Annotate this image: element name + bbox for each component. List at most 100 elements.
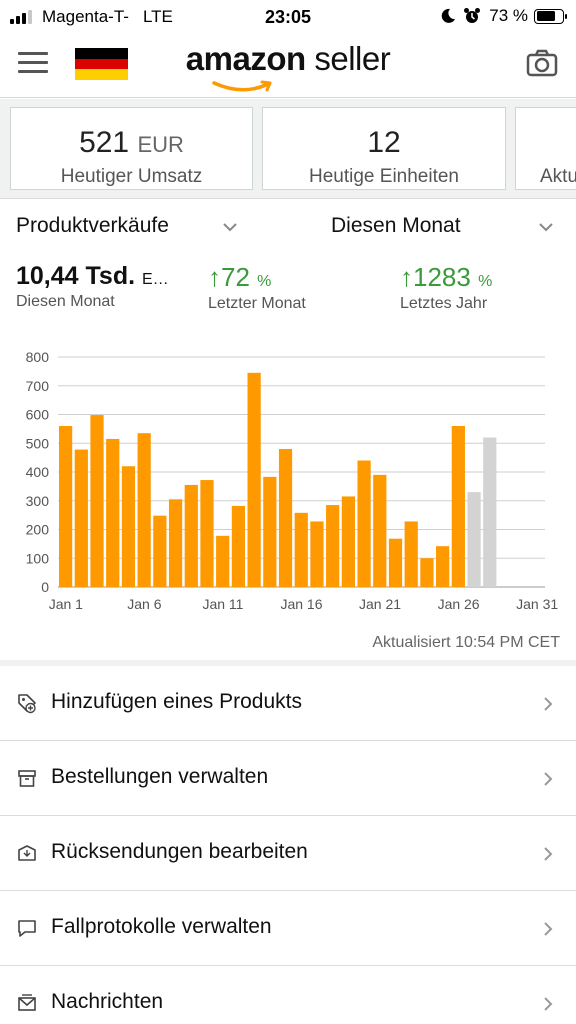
y-tick-label: 500	[26, 435, 50, 451]
chevron-right-icon	[544, 847, 553, 861]
bar	[341, 496, 355, 587]
menu-item-label: Fallprotokolle verwalten	[51, 915, 272, 938]
x-tick-label: Jan 21	[359, 596, 401, 612]
germany-flag-icon[interactable]	[75, 48, 128, 80]
bar	[404, 521, 418, 587]
y-tick-label: 400	[26, 464, 50, 480]
arrow-up-icon: ↑	[208, 262, 221, 292]
bar	[373, 474, 387, 587]
bar	[137, 433, 151, 587]
moon-icon	[441, 8, 456, 23]
bar	[278, 449, 293, 587]
card-label: Heutiger Umsatz	[60, 166, 203, 187]
x-tick-label: Jan 16	[280, 596, 322, 612]
bar	[294, 512, 308, 587]
chevron-down-icon[interactable]	[223, 220, 237, 234]
sales-bar-chart[interactable]: 0 100 200 300 400 500 600 700 800 Jan 1 Jan 6 Jan 1…	[0, 340, 576, 620]
app-header: amazon seller	[0, 34, 576, 98]
change-value: 72	[221, 262, 250, 292]
status-left: Magenta-T- LTE	[10, 7, 173, 27]
y-tick-label: 300	[26, 493, 50, 509]
battery-icon	[534, 8, 567, 24]
percent-sign: %	[257, 273, 272, 290]
bar	[451, 426, 465, 587]
bar	[420, 558, 434, 587]
metric-dropdown[interactable]: Produktverkäufe	[16, 214, 169, 237]
x-tick-label: Jan 1	[49, 596, 83, 612]
stat-this-month: 10,44 Tsd. E… Diesen Monat	[16, 262, 169, 311]
battery-percent: 73 %	[489, 6, 528, 25]
x-tick-label: Jan 31	[516, 596, 558, 612]
stat-caption: Diesen Monat	[16, 293, 115, 310]
menu-item-returns[interactable]: Rücksendungen bearbeiten	[0, 816, 576, 891]
bar	[168, 499, 183, 587]
bar	[184, 484, 198, 587]
status-bar: Magenta-T- LTE 23:05 73 %	[0, 0, 576, 34]
y-tick-label: 100	[26, 550, 50, 566]
bar	[59, 426, 73, 587]
menu-item-label: Hinzufügen eines Produkts	[51, 690, 302, 713]
stat-last-month: ↑72 % Letzter Monat	[208, 262, 306, 313]
y-tick-label: 600	[26, 407, 50, 423]
bar	[90, 415, 104, 587]
card-label: Aktu	[540, 166, 576, 187]
bar	[121, 466, 136, 587]
period-dropdown[interactable]: Diesen Monat	[331, 214, 461, 237]
bar	[310, 521, 324, 587]
y-tick-label: 200	[26, 522, 50, 538]
bar	[326, 505, 340, 587]
clock: 23:05	[264, 7, 312, 27]
x-tick-label: Jan 6	[127, 596, 161, 612]
bar	[247, 372, 261, 587]
y-tick-label: 800	[26, 349, 50, 365]
menu-item-label: Nachrichten	[51, 990, 164, 1013]
total-value: 10,44 Tsd.	[16, 262, 136, 290]
bar-projected	[467, 492, 481, 587]
menu-item-messages[interactable]: Nachrichten	[0, 966, 576, 1024]
card-today-sales[interactable]: 521 EUR Heutiger Umsatz	[10, 107, 253, 190]
status-right: 73 %	[440, 6, 567, 26]
bar	[357, 460, 371, 587]
menu-item-label: Bestellungen verwalten	[51, 765, 269, 788]
menu-item-case-log[interactable]: Fallprotokolle verwalten	[0, 891, 576, 966]
bar	[106, 438, 120, 587]
bar	[436, 546, 450, 587]
bar	[74, 449, 88, 587]
updated-timestamp: Aktualisiert 10:54 PM CET	[372, 634, 560, 651]
y-tick-label: 700	[26, 378, 50, 394]
arrow-up-icon: ↑	[400, 262, 413, 292]
card-today-units[interactable]: 12 Heutige Einheiten	[262, 107, 506, 190]
percent-sign: %	[478, 273, 493, 290]
return-box-icon	[18, 845, 36, 861]
envelope-icon	[18, 994, 36, 1011]
chevron-right-icon	[544, 997, 553, 1011]
logo-suffix: seller	[314, 40, 391, 77]
bar	[216, 535, 230, 587]
card-partial[interactable]: Aktu	[515, 107, 576, 190]
camera-icon[interactable]	[526, 48, 558, 78]
bar	[388, 538, 403, 587]
chat-bubble-icon	[18, 920, 36, 937]
chevron-right-icon	[544, 922, 553, 936]
card-unit: EUR	[137, 132, 184, 157]
chevron-down-icon[interactable]	[539, 220, 553, 234]
menu-item-add-product[interactable]: Hinzufügen eines Produkts	[0, 666, 576, 741]
metric-cards-carousel[interactable]: 521 EUR Heutiger Umsatz 12 Heutige Einhe…	[0, 99, 576, 199]
sales-stats: 10,44 Tsd. E… Diesen Monat ↑72 % Letzter…	[0, 262, 576, 312]
bar-projected	[483, 437, 497, 587]
total-unit: E…	[142, 271, 169, 288]
tag-add-icon	[18, 694, 36, 714]
x-tick-label: Jan 26	[438, 596, 480, 612]
stat-last-year: ↑1283 % Letztes Jahr	[400, 262, 492, 313]
bar	[153, 515, 167, 587]
logo-smile-icon	[212, 80, 272, 92]
chevron-right-icon	[544, 697, 553, 711]
menu-icon[interactable]	[18, 52, 48, 74]
chevron-right-icon	[544, 772, 553, 786]
action-menu: Hinzufügen eines Produkts Bestellungen v…	[0, 660, 576, 1024]
y-tick-label: 0	[41, 579, 49, 595]
menu-item-manage-orders[interactable]: Bestellungen verwalten	[0, 741, 576, 816]
x-tick-label: Jan 11	[202, 596, 243, 612]
logo-brand: amazon	[185, 40, 306, 77]
card-label: Heutige Einheiten	[309, 166, 459, 187]
